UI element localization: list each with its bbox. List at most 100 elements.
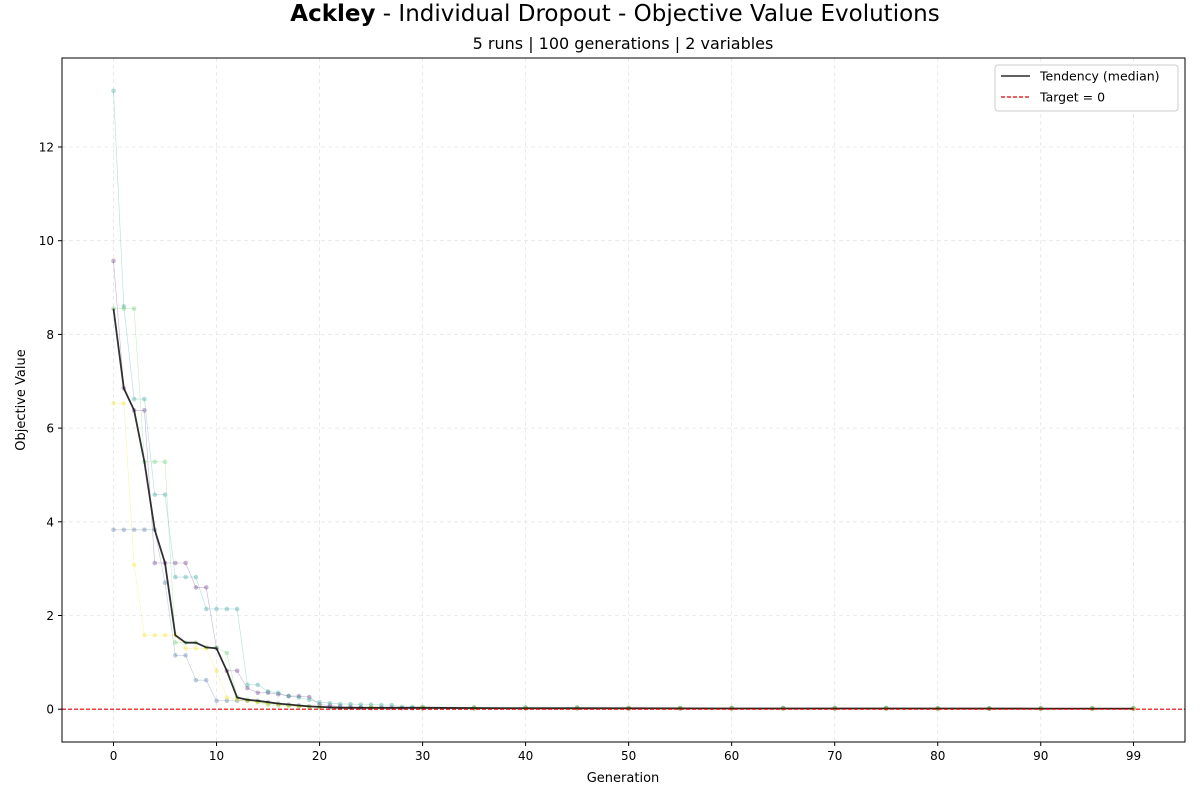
plot-frame xyxy=(61,57,1186,743)
run-point xyxy=(276,691,281,697)
x-tick-label: 20 xyxy=(312,749,327,763)
run-point xyxy=(183,574,188,580)
run-point xyxy=(193,646,199,651)
run-point xyxy=(131,562,137,568)
y-axis-ticks: 0 2 4 6 8 10 12 xyxy=(39,141,62,717)
median-series xyxy=(112,308,1134,710)
run-point xyxy=(193,677,199,683)
legend: Tendency (median) Target = 0 xyxy=(994,64,1179,112)
run-point xyxy=(337,701,343,707)
run-point xyxy=(183,646,188,651)
run-point xyxy=(255,682,261,688)
run-point xyxy=(121,527,127,533)
run-point xyxy=(224,650,230,656)
run-line xyxy=(113,402,1134,710)
run-point xyxy=(379,702,384,708)
run-point xyxy=(173,574,178,580)
run-point xyxy=(348,701,353,707)
run-point xyxy=(121,306,127,311)
run-point xyxy=(111,258,116,264)
run-point xyxy=(142,527,147,533)
run-point xyxy=(162,492,168,497)
x-tick-label: 60 xyxy=(724,749,739,763)
run-point xyxy=(111,88,116,94)
run-point xyxy=(203,677,209,683)
y-axis-label: Objective Value xyxy=(14,349,29,450)
run-point xyxy=(111,527,116,533)
chart-subtitle: 5 runs | 100 generations | 2 variables xyxy=(473,34,774,53)
run-line xyxy=(113,529,1134,709)
run-series xyxy=(111,88,1136,712)
run-point xyxy=(121,400,127,406)
run-point xyxy=(183,560,188,566)
chart-title-rest: - Individual Dropout - Objective Value E… xyxy=(375,1,939,27)
run-point xyxy=(173,560,178,566)
run-point xyxy=(234,668,240,674)
run-point xyxy=(255,690,261,696)
run-point xyxy=(152,632,158,638)
run-point xyxy=(358,702,364,707)
run-point xyxy=(296,693,302,699)
run-line xyxy=(113,308,1134,709)
x-tick-label: 10 xyxy=(209,749,224,763)
run-point xyxy=(203,606,209,612)
run-point xyxy=(162,632,168,638)
run-point xyxy=(214,606,219,612)
x-tick-label: 0 xyxy=(110,749,118,763)
run-point xyxy=(317,699,322,705)
run-point xyxy=(121,304,127,309)
run-point xyxy=(193,585,199,590)
run-point xyxy=(142,396,147,402)
run-point xyxy=(296,695,302,700)
run-point xyxy=(245,682,250,688)
legend-target-label: Target = 0 xyxy=(1039,90,1105,105)
x-tick-label: 80 xyxy=(930,749,945,763)
y-tick-label: 0 xyxy=(46,703,54,717)
legend-median-label: Tendency (median) xyxy=(1039,69,1160,84)
run-point xyxy=(111,400,116,406)
run-point xyxy=(368,702,374,707)
run-point xyxy=(203,585,209,590)
chart-title-bold: Ackley xyxy=(290,1,375,27)
run-point xyxy=(162,459,168,465)
y-tick-label: 2 xyxy=(46,609,54,623)
run-point xyxy=(162,580,168,586)
x-tick-label: 50 xyxy=(621,749,636,763)
legend-box xyxy=(994,64,1179,112)
y-tick-label: 4 xyxy=(46,515,54,529)
run-point xyxy=(214,668,219,674)
run-point xyxy=(234,606,240,612)
median-line xyxy=(112,308,1134,710)
grid xyxy=(62,58,1185,742)
run-line xyxy=(113,260,1134,710)
y-tick-label: 10 xyxy=(39,234,54,248)
y-tick-label: 8 xyxy=(46,328,54,342)
run-point xyxy=(193,574,199,580)
run-point xyxy=(265,702,271,707)
x-tick-label: 70 xyxy=(827,749,842,763)
run-point xyxy=(286,693,291,699)
run-point xyxy=(265,689,271,694)
run-point xyxy=(142,632,147,638)
chart-title: Ackley - Individual Dropout - Objective … xyxy=(290,1,939,27)
run-point xyxy=(173,653,178,658)
run-point xyxy=(265,690,271,696)
x-tick-label: 30 xyxy=(415,749,430,763)
run-point xyxy=(234,698,240,704)
x-axis-ticks: 0 10 20 30 40 50 60 70 80 90 99 xyxy=(110,742,1141,763)
x-tick-label: 40 xyxy=(518,749,533,763)
run-point xyxy=(131,306,137,311)
x-tick-label: 90 xyxy=(1033,749,1048,763)
run-point xyxy=(317,702,322,707)
run-point xyxy=(224,606,230,612)
run-point xyxy=(152,459,158,465)
run-point xyxy=(142,408,147,413)
y-tick-label: 6 xyxy=(46,422,54,436)
run-point xyxy=(173,640,178,645)
x-axis-label: Generation xyxy=(587,771,660,786)
run-point xyxy=(306,697,312,703)
run-point xyxy=(276,690,281,696)
run-point xyxy=(214,698,219,704)
run-point xyxy=(327,700,333,706)
